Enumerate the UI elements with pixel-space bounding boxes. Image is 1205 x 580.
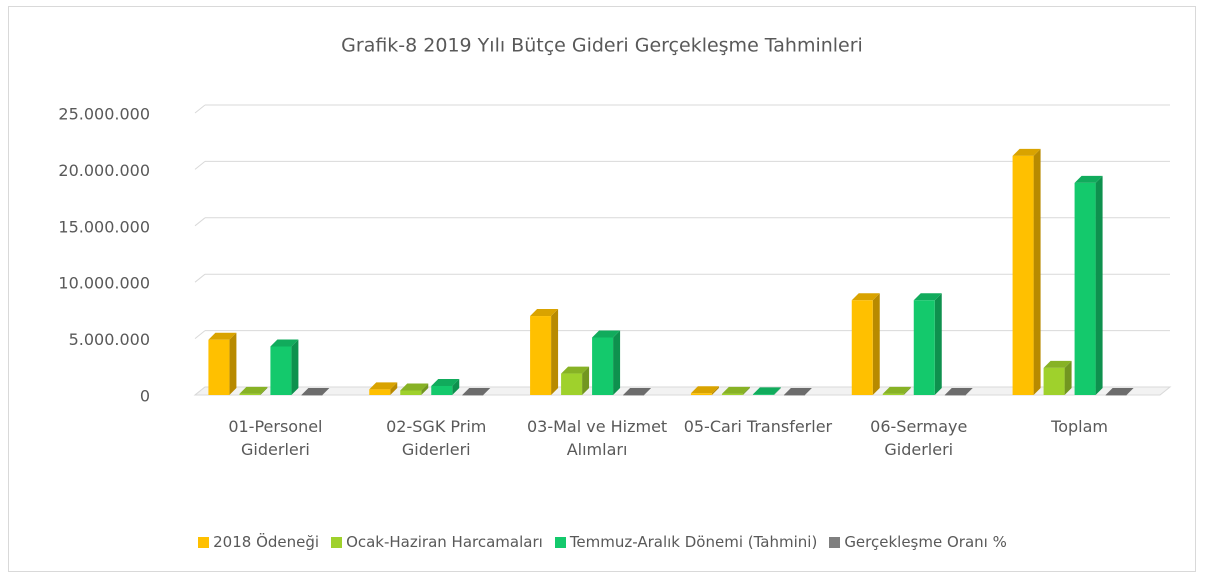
bar-top (530, 309, 559, 317)
bar-top (882, 386, 911, 394)
legend-swatch (331, 537, 343, 548)
grid-line-floor (194, 330, 206, 339)
bar-top (270, 339, 299, 347)
bar (1012, 155, 1034, 395)
bar-side (229, 332, 237, 395)
bar-side (903, 386, 911, 395)
y-tick-label: 20.000.000 (58, 161, 150, 180)
bar (913, 300, 935, 395)
legend-swatch (198, 537, 210, 548)
bar-side (582, 366, 590, 395)
legend: 2018 Ödeneği Ocak-Haziran Harcamaları Temm… (0, 533, 1205, 551)
bar-top (561, 366, 590, 374)
bar (530, 316, 552, 395)
bar-side (551, 309, 559, 395)
chart-frame (8, 6, 1196, 572)
legend-label: 2018 Ödeneği (213, 533, 320, 551)
legend-item: 2018 Ödeneği (198, 533, 319, 551)
bar-side (742, 386, 750, 395)
y-tick-label: 5.000.000 (69, 330, 150, 349)
bar-top (690, 386, 719, 394)
bar-top (462, 388, 491, 395)
bar (1105, 395, 1127, 396)
grid-line-floor (194, 217, 206, 227)
bar (752, 394, 774, 395)
bar (369, 389, 391, 395)
bar-side (421, 383, 429, 395)
bar-side (872, 293, 880, 395)
x-tick-label: 02-SGK Prim Giderleri (386, 417, 487, 459)
bar (690, 393, 712, 395)
bar-top (400, 383, 429, 391)
bar (270, 346, 292, 395)
bar-side (711, 386, 719, 395)
bar (882, 393, 904, 395)
bar-top (1012, 148, 1041, 156)
bar-side (1033, 148, 1041, 395)
legend-label: Gerçekleşme Oranı % (844, 533, 1007, 551)
grid-line-floor (194, 104, 206, 114)
bar (1043, 367, 1065, 395)
bar (944, 395, 966, 396)
y-tick-label: 0 (140, 387, 150, 406)
chart-title: Grafik-8 2019 Yılı Bütçe Gideri Gerçekle… (341, 35, 863, 57)
bar-top (752, 387, 781, 395)
bar-side (1095, 175, 1103, 395)
bar-side (452, 378, 460, 395)
bar-top (1105, 388, 1134, 395)
bar-top (1074, 175, 1103, 183)
x-tick-label: 01-Personel Giderleri (228, 417, 323, 459)
bar-side (291, 339, 299, 395)
bar-top (721, 386, 750, 394)
legend-item: Gerçekleşme Oranı % (829, 533, 1007, 551)
bar-top (944, 388, 973, 395)
bar-top (239, 386, 268, 394)
bar-side (773, 387, 781, 395)
bar-side (390, 382, 398, 395)
legend-item: Temmuz-Aralık Dönemi (Tahmini) (554, 533, 818, 551)
bar-top (369, 382, 398, 390)
bar-side (1064, 360, 1072, 395)
grid-line-floor (194, 161, 206, 170)
legend-item: Ocak-Haziran Harcamaları (331, 533, 543, 551)
bar-top (913, 293, 942, 301)
x-tick-label: 06-Sermaye Giderleri (870, 417, 968, 459)
y-tick-label: 15.000.000 (58, 217, 150, 236)
bar-top (851, 293, 880, 301)
x-tick-label: Toplam (1051, 417, 1108, 436)
bar-top (592, 330, 621, 338)
bar (239, 393, 261, 395)
bar-top (208, 332, 237, 340)
bar (561, 373, 583, 395)
bar-top (783, 388, 812, 395)
legend-swatch (554, 537, 566, 548)
y-tick-label: 10.000.000 (58, 274, 150, 293)
bar-top (1043, 360, 1072, 368)
legend-label: Temmuz-Aralık Dönemi (Tahmini) (569, 533, 818, 551)
bar (301, 395, 323, 396)
x-tick-label: 05-Cari Transferler (683, 417, 833, 436)
y-tick-label: 25.000.000 (58, 105, 150, 124)
bar-top (431, 378, 460, 386)
bar-side (613, 330, 621, 395)
bar-top (623, 388, 652, 395)
bar (462, 395, 484, 396)
bar (623, 395, 645, 396)
bar (431, 385, 453, 395)
bar (851, 300, 873, 395)
bar-side (934, 293, 942, 395)
bar-side (260, 386, 268, 395)
bar (208, 339, 230, 395)
bar (721, 393, 743, 395)
legend-swatch (829, 537, 841, 548)
bar (783, 395, 805, 396)
bar (400, 390, 422, 395)
legend-label: Ocak-Haziran Harcamaları (346, 533, 543, 551)
bar-top (301, 388, 330, 395)
x-tick-label: 03-Mal ve Hizmet Alımları (526, 417, 668, 459)
bar (592, 337, 614, 395)
grid-line-floor (194, 273, 206, 283)
bar (1074, 182, 1096, 395)
